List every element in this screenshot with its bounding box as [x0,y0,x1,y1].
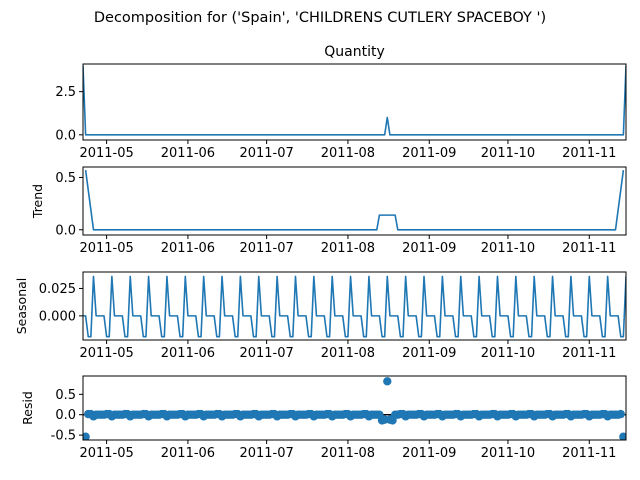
x-tick-label: 2011-09 [402,446,456,461]
x-tick-label: 2011-08 [321,346,375,361]
x-tick-label: 2011-10 [481,241,535,256]
y-tick-label: -0.5 [51,429,76,444]
series-line [83,275,626,338]
x-tick-label: 2011-09 [402,346,456,361]
resid-point [616,409,625,419]
y-tick-label: 0.000 [39,309,76,324]
plot-area [83,65,626,136]
x-tick-label: 2011-09 [402,241,456,256]
plot-area [83,377,626,440]
resid-point [383,377,392,386]
axes-frame [82,375,627,441]
x-tick-label: 2011-07 [239,446,293,461]
x-tick-label: 2011-05 [79,346,133,361]
x-tick-label: 2011-05 [79,241,133,256]
x-tick-label: 2011-07 [239,146,293,161]
axes-frame [82,63,627,141]
y-axis-label: Resid [20,391,35,425]
panel-3: 2011-05 2011-06 2011-07 2011-08 2011-09 2011-… [14,271,627,361]
panel-title: Quantity [324,44,385,60]
x-tick-label: 2011-08 [321,146,375,161]
series-line [84,170,625,231]
x-tick-label: 2011-05 [79,146,133,161]
panel-1: 2011-05 2011-06 2011-07 2011-08 2011-09 2011-… [55,44,627,161]
x-tick-label: 2011-11 [562,146,616,161]
y-tick-label: 0.5 [55,171,76,186]
x-tick-label: 2011-08 [321,241,375,256]
axes-frame [82,166,627,236]
x-tick-label: 2011-08 [321,446,375,461]
x-tick-label: 2011-10 [481,446,535,461]
panel-4: 2011-05 2011-06 2011-07 2011-08 2011-09 2011-… [20,375,627,461]
resid-point [83,432,90,440]
panels-group: 2011-05 2011-06 2011-07 2011-08 2011-09 2011-… [14,44,627,461]
x-tick-label: 2011-06 [161,241,215,256]
x-tick-label: 2011-10 [481,346,535,361]
x-tick-label: 2011-07 [239,346,293,361]
x-tick-label: 2011-09 [402,146,456,161]
x-tick-label: 2011-06 [161,346,215,361]
plot-area [83,275,626,338]
x-tick-label: 2011-11 [562,346,616,361]
y-tick-label: 0.0 [55,128,76,143]
y-tick-label: 0.5 [55,388,76,403]
x-tick-label: 2011-11 [562,446,616,461]
y-tick-label: 0.0 [55,408,76,423]
axes-frame [82,271,627,341]
resid-point [619,432,626,440]
y-tick-label: 0.0 [55,223,76,238]
plot-area [84,170,625,231]
y-axis-label: Trend [30,184,45,219]
panel-2: 2011-05 2011-06 2011-07 2011-08 2011-09 2011-… [30,166,627,256]
y-tick-label: 0.025 [39,282,76,297]
y-tick-label: 2.5 [55,85,76,100]
figure-suptitle: Decomposition for ('Spain', 'CHILDRENS C… [94,10,546,26]
x-tick-label: 2011-07 [239,241,293,256]
x-tick-label: 2011-05 [79,446,133,461]
x-tick-label: 2011-10 [481,146,535,161]
x-tick-label: 2011-11 [562,241,616,256]
x-tick-label: 2011-06 [161,146,215,161]
y-axis-label: Seasonal [14,278,29,335]
series-line [83,65,626,136]
x-tick-label: 2011-06 [161,446,215,461]
